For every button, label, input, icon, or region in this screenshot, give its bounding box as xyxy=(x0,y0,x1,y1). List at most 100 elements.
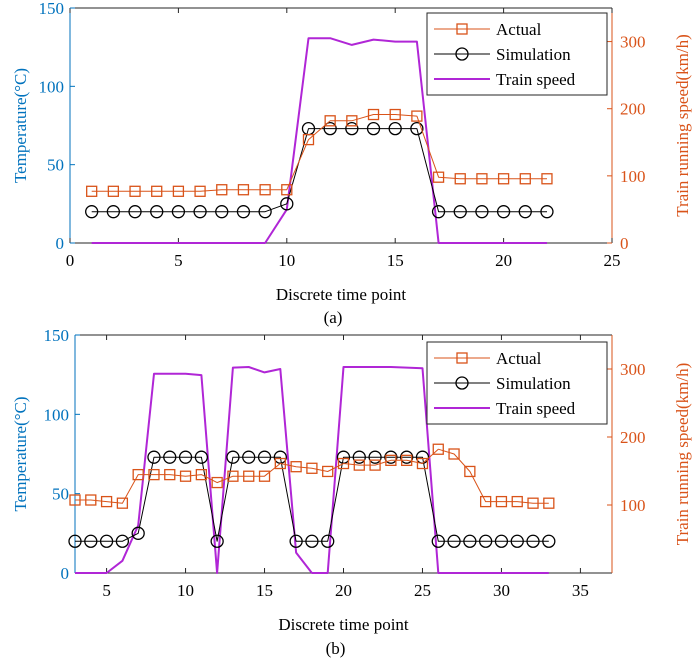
left-y-tick-label: 0 xyxy=(61,564,70,583)
data-point-simulation xyxy=(384,450,398,464)
data-point-actual xyxy=(519,173,531,185)
data-point-actual xyxy=(85,494,97,506)
legend: Actual Simulation Train speed xyxy=(426,12,608,96)
data-point-simulation xyxy=(215,205,229,219)
left-y-tick-label: 100 xyxy=(39,77,65,96)
left-y-tick-label: 0 xyxy=(56,234,65,253)
data-point-simulation xyxy=(366,121,381,136)
data-point-simulation xyxy=(431,205,446,219)
data-point-simulation xyxy=(494,534,509,548)
data-point-actual xyxy=(164,468,176,481)
data-point-actual xyxy=(132,468,144,481)
data-point-simulation xyxy=(106,205,121,219)
right-y-tick-label: 200 xyxy=(620,100,646,119)
panel-label: (b) xyxy=(326,639,346,658)
x-tick-label: 5 xyxy=(102,581,111,600)
data-point-simulation xyxy=(210,534,224,548)
x-tick-label: 30 xyxy=(493,581,510,600)
left-y-tick-label: 100 xyxy=(44,405,70,424)
data-point-actual xyxy=(290,461,302,473)
right-y-tick-label: 100 xyxy=(620,167,646,186)
left-y-axis-title: Temperature(°C) xyxy=(11,68,30,183)
data-point-actual xyxy=(211,476,223,489)
left-y-tick-label: 150 xyxy=(39,0,65,18)
data-point-simulation xyxy=(128,205,142,219)
data-point-simulation xyxy=(496,205,511,219)
series-line-simulation xyxy=(91,128,547,213)
data-point-simulation xyxy=(171,205,186,219)
x-axis-title: Discrete time point xyxy=(278,615,409,634)
data-point-actual xyxy=(322,465,334,478)
data-point-actual xyxy=(411,110,423,122)
data-point-simulation xyxy=(400,450,414,464)
data-point-actual xyxy=(454,173,466,185)
data-point-actual xyxy=(369,459,381,471)
data-point-simulation xyxy=(323,121,337,136)
right-y-axis-title: Train running speed(km/h) xyxy=(673,34,692,217)
x-tick-label: 25 xyxy=(414,581,431,600)
data-point-actual xyxy=(543,497,555,509)
left-y-tick-label: 50 xyxy=(47,156,64,175)
panel-label: (a) xyxy=(324,308,343,327)
x-tick-label: 15 xyxy=(387,251,404,270)
data-point-simulation xyxy=(178,450,193,464)
data-point-simulation xyxy=(68,534,82,548)
data-point-simulation xyxy=(226,450,240,464)
data-point-simulation xyxy=(236,205,251,219)
data-point-simulation xyxy=(453,205,467,219)
x-tick-label: 25 xyxy=(604,251,621,270)
data-point-simulation xyxy=(388,121,402,136)
data-point-simulation xyxy=(305,534,319,548)
data-point-actual xyxy=(389,108,401,121)
right-y-tick-label: 0 xyxy=(620,234,629,253)
data-point-actual xyxy=(69,494,81,506)
data-point-simulation xyxy=(447,534,461,548)
data-point-simulation xyxy=(463,534,477,548)
data-point-simulation xyxy=(352,450,366,464)
data-point-actual xyxy=(306,462,318,474)
data-point-actual xyxy=(497,173,510,185)
left-y-tick-label: 150 xyxy=(44,326,70,345)
legend-marker-square xyxy=(456,352,468,364)
legend-marker-circle xyxy=(455,47,469,61)
data-point-simulation xyxy=(193,205,207,219)
x-tick-label: 10 xyxy=(278,251,295,270)
series-line-train-speed xyxy=(91,37,547,244)
data-point-simulation xyxy=(163,450,177,464)
data-point-actual xyxy=(86,185,98,197)
data-point-simulation xyxy=(368,450,382,464)
right-y-tick-label: 200 xyxy=(620,428,646,447)
data-point-simulation xyxy=(85,205,99,219)
data-point-actual xyxy=(100,495,113,508)
data-point-actual xyxy=(243,470,255,482)
data-point-actual xyxy=(432,171,445,183)
x-tick-label: 15 xyxy=(256,581,273,600)
data-point-actual xyxy=(116,497,129,509)
data-point-simulation xyxy=(345,121,359,136)
legend-label-simulation: Simulation xyxy=(496,45,571,64)
data-point-actual xyxy=(527,497,539,509)
data-point-actual xyxy=(194,185,206,197)
data-point-actual xyxy=(495,495,508,508)
data-point-actual xyxy=(107,185,120,197)
series-line-actual xyxy=(91,114,547,192)
data-point-simulation xyxy=(478,534,493,548)
data-point-actual xyxy=(416,457,429,470)
x-axis-title: Discrete time point xyxy=(276,285,407,304)
data-point-simulation xyxy=(518,205,532,219)
data-point-actual xyxy=(259,184,271,196)
x-tick-label: 5 xyxy=(174,251,183,270)
data-point-actual xyxy=(448,448,460,460)
x-tick-label: 20 xyxy=(495,251,512,270)
data-point-simulation xyxy=(84,534,98,548)
data-point-simulation xyxy=(150,205,164,219)
data-point-actual xyxy=(401,454,413,466)
left-y-tick-label: 50 xyxy=(52,485,69,504)
data-point-simulation xyxy=(131,526,145,540)
data-point-actual xyxy=(129,185,141,197)
data-point-simulation xyxy=(526,534,540,548)
data-point-simulation xyxy=(510,534,524,548)
data-point-actual xyxy=(227,470,239,482)
